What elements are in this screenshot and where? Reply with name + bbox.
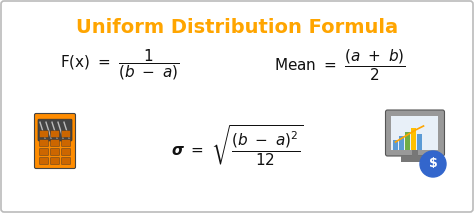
Text: $: $	[428, 157, 438, 170]
Bar	[405, 132, 410, 150]
FancyBboxPatch shape	[39, 131, 48, 138]
FancyBboxPatch shape	[39, 140, 48, 147]
Text: $\mathsf{F(x)}\ =\ \dfrac{1}{(b\ -\ a)}$: $\mathsf{F(x)}\ =\ \dfrac{1}{(b\ -\ a)}$	[60, 48, 180, 82]
Bar	[411, 128, 417, 150]
FancyBboxPatch shape	[62, 140, 71, 147]
FancyBboxPatch shape	[62, 131, 71, 138]
Bar	[418, 134, 422, 150]
FancyBboxPatch shape	[38, 119, 72, 141]
Bar	[412, 148, 418, 158]
FancyBboxPatch shape	[35, 114, 75, 168]
FancyBboxPatch shape	[39, 148, 48, 155]
Bar	[400, 136, 404, 150]
FancyBboxPatch shape	[51, 140, 60, 147]
Text: Uniform Distribution Formula: Uniform Distribution Formula	[76, 18, 398, 37]
Bar	[392, 116, 438, 150]
Text: $\boldsymbol{\sigma}\ =\ \sqrt{\dfrac{(b\ -\ a)^2}{12}}$: $\boldsymbol{\sigma}\ =\ \sqrt{\dfrac{(b…	[171, 123, 303, 167]
Text: $\mathsf{Mean}\ =\ \dfrac{(a\ +\ b)}{2}$: $\mathsf{Mean}\ =\ \dfrac{(a\ +\ b)}{2}$	[274, 47, 406, 83]
FancyBboxPatch shape	[385, 110, 445, 156]
FancyBboxPatch shape	[39, 157, 48, 164]
FancyBboxPatch shape	[51, 148, 60, 155]
FancyBboxPatch shape	[62, 148, 71, 155]
FancyBboxPatch shape	[51, 157, 60, 164]
Bar	[401, 156, 429, 162]
Circle shape	[420, 151, 446, 177]
FancyBboxPatch shape	[51, 131, 60, 138]
Bar	[393, 140, 399, 150]
FancyBboxPatch shape	[62, 157, 71, 164]
